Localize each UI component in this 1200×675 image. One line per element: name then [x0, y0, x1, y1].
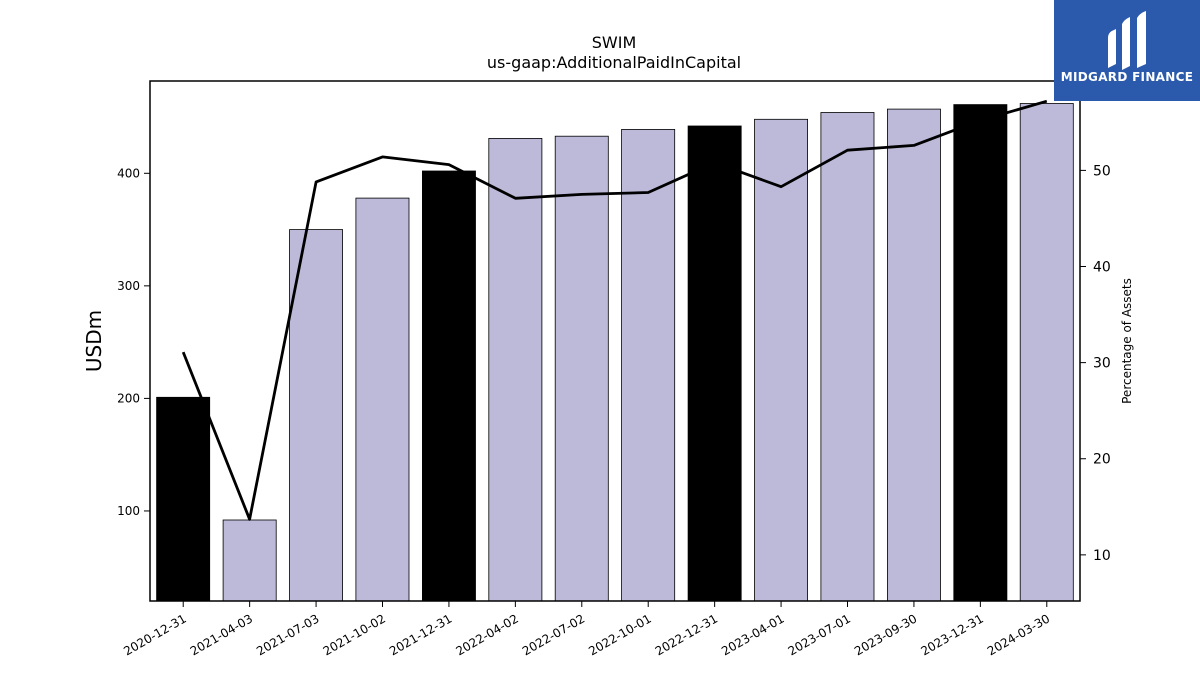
y-axis-label: USDm [82, 310, 106, 372]
x-tick-label: 2023-04-01 [719, 611, 786, 658]
x-tick-label: 2022-07-02 [520, 611, 587, 658]
x-tick-label: 2023-09-30 [852, 611, 919, 658]
chart-title: SWIM [592, 33, 637, 52]
x-tick-label: 2022-04-02 [453, 611, 520, 658]
bar-2023-04-01 [754, 118, 808, 602]
bar-2022-10-01 [621, 128, 676, 602]
bar-2021-04-03 [222, 519, 277, 602]
x-tick-label: 2021-10-02 [321, 611, 388, 658]
x-tick-label: 2022-12-31 [653, 611, 720, 658]
x-tick-label: 2021-04-03 [188, 611, 255, 658]
logo-text: MIDGARD FINANCE [1061, 70, 1193, 84]
y-axis-left: 100 200 300 400 [117, 166, 150, 518]
x-tick-label: 2023-07-01 [786, 611, 853, 658]
plot-frame [149, 80, 1081, 602]
y-tick-label: 100 [117, 504, 140, 518]
x-tick-label: 2024-03-30 [985, 611, 1052, 658]
x-tick-label: 2022-10-01 [586, 611, 653, 658]
y2-axis-label: Percentage of Assets [1120, 278, 1134, 404]
x-axis: 2020-12-31 2021-04-03 2021-07-03 2021-10-02… [121, 601, 1052, 658]
logo: MIDGARD FINANCE [1054, 0, 1200, 101]
bar-2022-07-02 [554, 135, 609, 602]
percentage-line [181, 99, 1048, 521]
y2-tick-label: 20 [1093, 452, 1111, 468]
bar-2022-04-02 [488, 137, 543, 602]
y2-tick-label: 10 [1093, 548, 1111, 564]
bar-2022-12-31 [687, 125, 742, 602]
line-series [181, 99, 1048, 521]
y-tick-label: 200 [117, 391, 140, 405]
bar-2021-10-02 [355, 197, 410, 602]
bar-series [156, 103, 1074, 602]
chart-subtitle: us-gaap:AdditionalPaidInCapital [487, 53, 741, 72]
x-tick-label: 2021-12-31 [387, 611, 454, 658]
bar-2021-07-03 [289, 229, 343, 602]
x-tick-label: 2021-07-03 [254, 611, 321, 658]
y-tick-label: 400 [117, 166, 140, 180]
bar-2023-07-01 [820, 112, 875, 602]
bar-2023-09-30 [887, 108, 941, 602]
y2-tick-label: 50 [1093, 163, 1111, 179]
x-tick-label: 2020-12-31 [121, 611, 188, 658]
y-tick-label: 300 [117, 279, 140, 293]
y-axis-right: 10 20 30 40 50 [1080, 163, 1111, 564]
bar-2023-12-31 [953, 104, 1008, 602]
bar-2020-12-31 [156, 396, 211, 602]
bar-2021-12-31 [421, 170, 476, 602]
y2-tick-label: 40 [1093, 260, 1111, 276]
x-tick-label: 2023-12-31 [918, 611, 985, 658]
y2-tick-label: 30 [1093, 356, 1111, 372]
bar-2024-03-30 [1019, 103, 1074, 602]
logo-mark-icon [1108, 11, 1146, 70]
